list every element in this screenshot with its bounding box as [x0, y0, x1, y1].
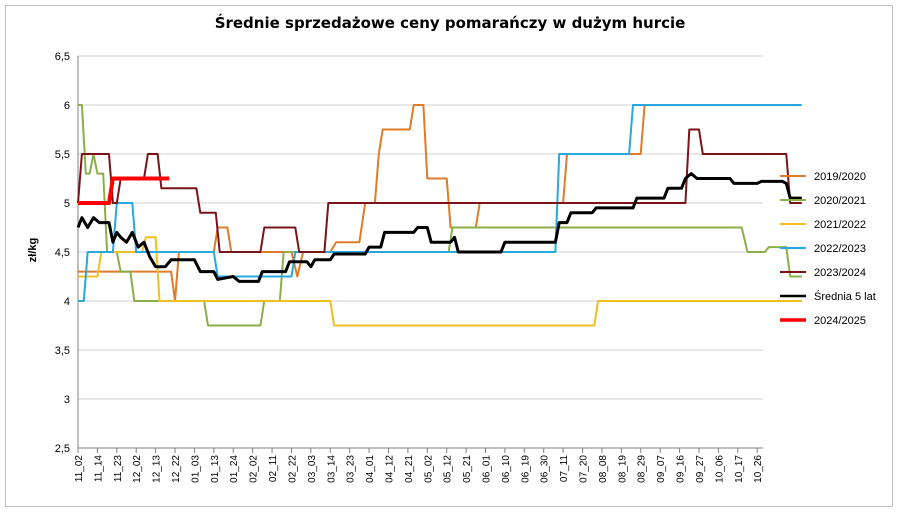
x-tick-label: 10_17 [734, 455, 745, 483]
legend-entry: 2020/2021 [814, 195, 866, 207]
x-tick-label: 02_02 [249, 455, 260, 483]
x-tick-label: 09_27 [695, 455, 706, 483]
y-tick-label: 5 [64, 198, 70, 210]
x-tick-label: 08_29 [637, 455, 648, 483]
x-tick-label: 09_16 [676, 455, 687, 483]
y-tick-label: 4,5 [55, 247, 70, 259]
x-tick-label: 04_12 [384, 455, 395, 483]
y-tick-label: 3,5 [55, 345, 70, 357]
x-tick-label: 09_07 [656, 455, 667, 483]
x-tick-label: 06_19 [520, 455, 531, 483]
x-tick-label: 04_21 [404, 455, 415, 483]
x-tick-label: 06_10 [501, 455, 512, 483]
chart-frame [5, 5, 893, 507]
y-tick-label: 2,5 [55, 443, 70, 455]
legend-entry: 2022/2023 [814, 243, 866, 255]
x-tick-label: 01_03 [190, 455, 201, 483]
x-tick-label: 01_24 [229, 455, 240, 483]
x-tick-label: 10_06 [714, 455, 725, 483]
y-tick-label: 6 [64, 100, 70, 112]
legend-entry: 2023/2024 [814, 267, 866, 279]
x-tick-label: 07_20 [579, 455, 590, 483]
x-tick-label: 04_01 [365, 455, 376, 483]
series-line-5 [76, 172, 802, 283]
x-tick-label: 01_13 [210, 455, 221, 483]
x-tick-label: 12_22 [171, 455, 182, 483]
x-tick-label: 08_08 [598, 455, 609, 483]
x-tick-label: 05_12 [443, 455, 454, 483]
x-tick-label: 06_01 [482, 455, 493, 483]
series-line-6 [78, 176, 170, 205]
x-tick-label: 02_22 [287, 455, 298, 483]
series-line-1 [78, 104, 802, 327]
axes: 6,5 6 5,5 5 4,5 4 3,5 3 2,5 11_02 11_14 11_23 12_02 1… [55, 51, 764, 483]
chart-title: Średnie sprzedażowe ceny pomarańczy w du… [214, 14, 686, 32]
x-tick-label: 11_02 [74, 455, 85, 483]
x-tick-label: 10_26 [753, 455, 764, 483]
x-tick-label: 03_03 [307, 455, 318, 483]
x-tick-label: 08_19 [617, 455, 628, 483]
x-tick-label: 07_11 [559, 455, 570, 483]
y-tick-label: 4 [64, 296, 70, 308]
x-tick-label: 11_23 [113, 455, 124, 483]
legend-entry: 2019/2020 [814, 171, 866, 183]
x-tick-label: 02_11 [268, 455, 279, 483]
x-tick-label: 12_02 [132, 455, 143, 483]
y-axis-label: zł/kg [27, 238, 39, 262]
x-tick-label: 11_14 [93, 455, 104, 483]
series-line-2 [78, 236, 802, 327]
x-tick-label: 03_14 [326, 455, 337, 483]
legend-entry: 2024/2025 [814, 315, 866, 327]
legend-entry: 2021/2022 [814, 219, 866, 231]
y-tick-label: 3 [64, 394, 70, 406]
series-line-4 [77, 128, 802, 253]
x-tick-label: 05_02 [423, 455, 434, 483]
legend-entry: Średnia 5 lat [814, 290, 876, 303]
x-tick-label: 12_13 [152, 455, 163, 483]
x-tick-label: 03_23 [346, 455, 357, 483]
series-line-3 [78, 104, 802, 302]
x-tick-label: 06_30 [540, 455, 551, 483]
y-tick-label: 6,5 [55, 51, 70, 63]
x-tick-label: 05_21 [462, 455, 473, 483]
y-tick-label: 5,5 [55, 149, 70, 161]
series-lines [76, 104, 802, 327]
legend: 2019/2020 2020/2021 2021/2022 2022/2023 2023… [780, 171, 876, 327]
